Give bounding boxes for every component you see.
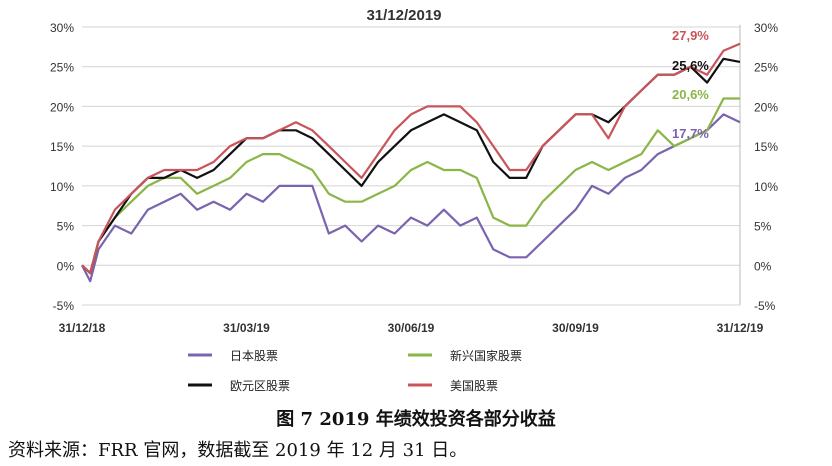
y-tick-label-right: 30% xyxy=(754,21,778,35)
chart-title: 31/12/2019 xyxy=(366,7,441,24)
y-tick-label-right: -5% xyxy=(754,299,776,313)
series-line xyxy=(81,97,740,275)
y-tick-label-left: 0% xyxy=(57,259,75,273)
series-line xyxy=(81,113,741,283)
legend-label: 美国股票 xyxy=(450,379,498,393)
y-tick-label-left: 5% xyxy=(57,220,75,234)
series-lines xyxy=(81,42,741,283)
y-tick-label-left: 10% xyxy=(50,180,74,194)
grid xyxy=(82,26,740,306)
y-tick-label-right: 5% xyxy=(754,220,772,234)
end-value-label: 25,6% xyxy=(672,58,709,73)
figure-caption: 图 7 2019 年绩效投资各部分收益 xyxy=(276,409,556,430)
x-tick-label: 30/09/19 xyxy=(552,321,599,335)
end-value-label: 17,7% xyxy=(672,126,709,141)
y-axis-right: 30% 25% 20% 15% 10% 5% 0% -5% xyxy=(739,21,778,313)
x-tick-label: 30/06/19 xyxy=(388,321,435,335)
legend-label: 新兴国家股票 xyxy=(450,348,522,363)
y-tick-label-left: -5% xyxy=(53,299,75,313)
y-tick-label-left: 30% xyxy=(50,21,74,35)
y-tick-label-right: 10% xyxy=(754,180,778,194)
y-tick-label-right: 25% xyxy=(754,61,778,75)
source-note: 资料来源：FRR 官网，数据截至 2019 年 12 月 31 日。 xyxy=(8,440,468,461)
legend-label: 欧元区股票 xyxy=(230,379,290,393)
y-tick-label-right: 20% xyxy=(754,100,778,114)
y-tick-label-right: 0% xyxy=(754,259,772,273)
x-tick-label: 31/12/19 xyxy=(717,321,764,335)
end-labels: 27,9% 25,6% 20,6% 17,7% xyxy=(672,28,709,141)
y-tick-label-left: 20% xyxy=(50,100,74,114)
y-tick-label-left: 15% xyxy=(50,140,74,154)
x-tick-label: 31/12/18 xyxy=(59,321,106,335)
x-axis: 31/12/18 31/03/19 30/06/19 30/09/19 31/12/19 xyxy=(59,304,764,335)
y-axis-left: 30% 25% 20% 15% 10% 5% 0% -5% xyxy=(50,21,74,313)
y-tick-label-right: 15% xyxy=(754,140,778,154)
series-line xyxy=(81,42,741,275)
y-tick-label-left: 25% xyxy=(50,61,74,75)
legend-label: 日本股票 xyxy=(230,349,278,363)
x-tick-label: 31/03/19 xyxy=(223,321,270,335)
performance-chart: 31/12/2019 30% 25% 20% 15% 10% 5% 0% -5% 30% 25%… xyxy=(50,7,778,393)
end-value-label: 27,9% xyxy=(672,28,709,43)
end-value-label: 20,6% xyxy=(672,87,709,102)
